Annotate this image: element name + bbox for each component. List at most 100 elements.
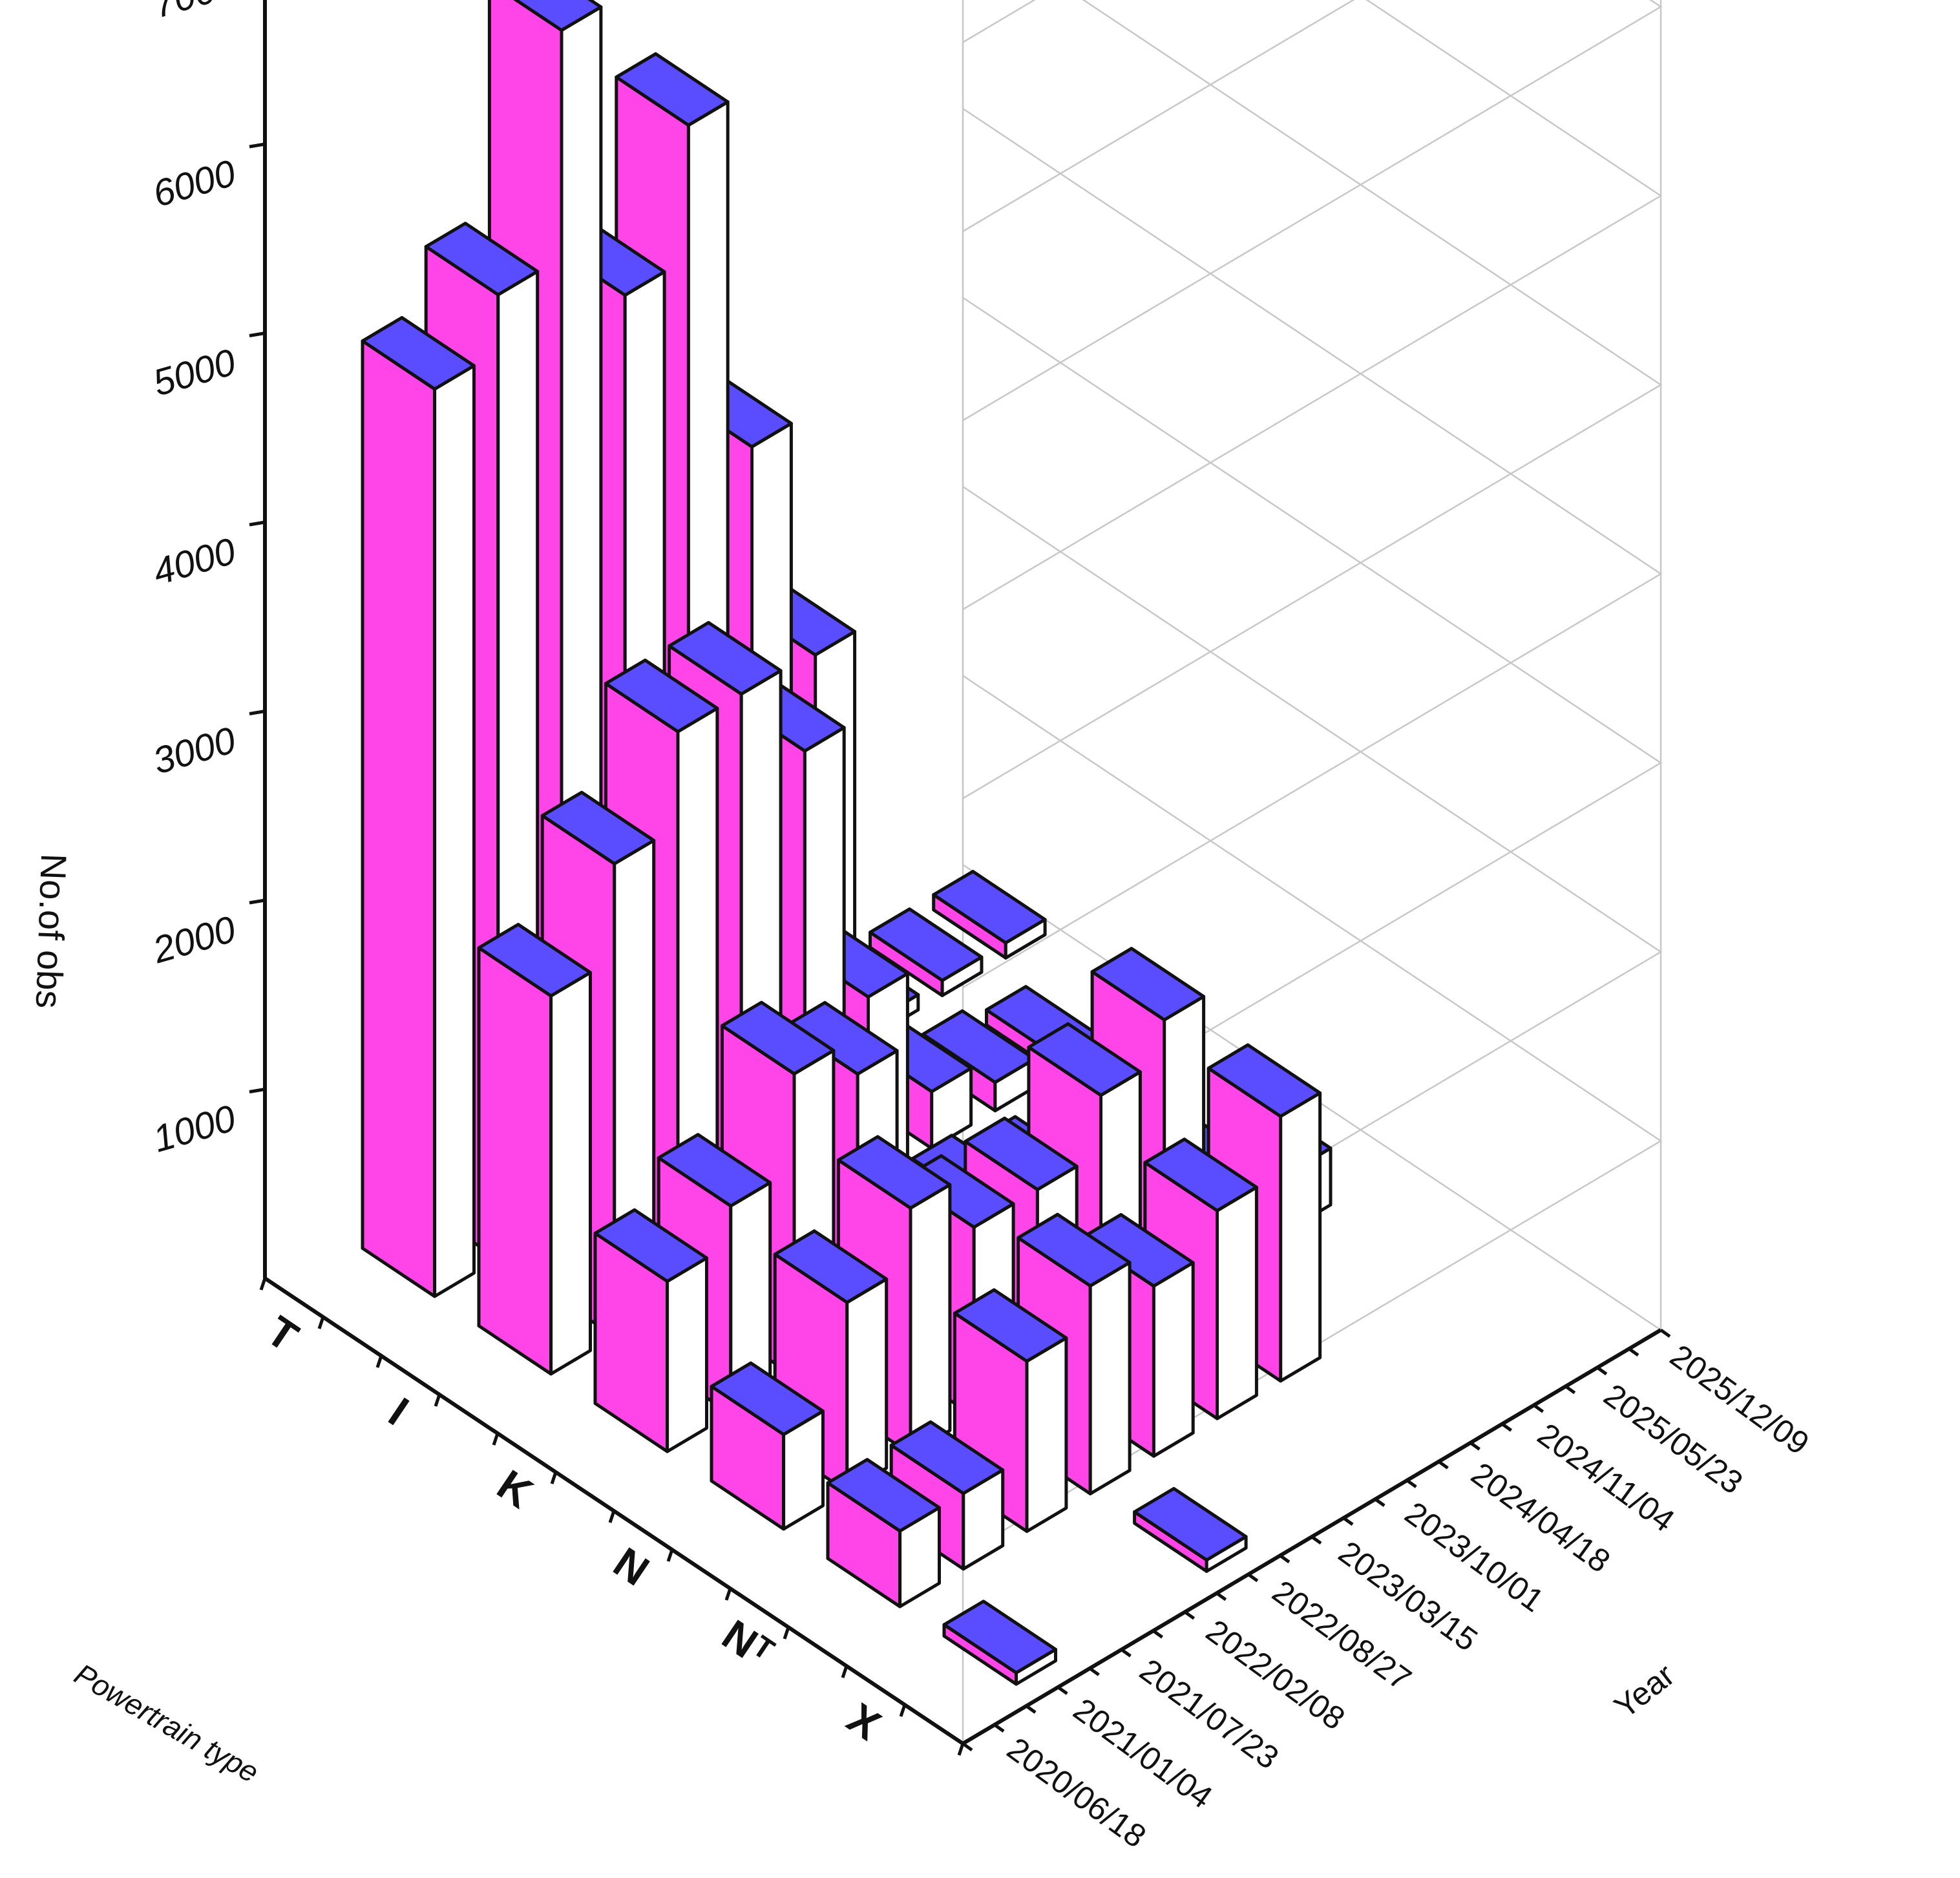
z-tick [249,520,266,527]
year-tick [1501,1422,1512,1432]
bar-top [869,907,984,982]
year-tick [1121,1648,1132,1658]
bar-top [1027,1022,1142,1097]
powertrain-type-label: I [381,1388,417,1435]
z-tick [249,1088,266,1093]
powertrain-type-label: N [606,1538,658,1595]
back-walls [962,0,1663,1745]
year-tick [993,1723,1005,1733]
bar [932,870,1047,960]
year-tick [1311,1535,1322,1545]
bar [869,907,984,997]
powertrain-axis-title: Powertrain type [69,1657,265,1789]
bar-top [604,659,719,733]
bar-side-right [1088,1261,1132,1495]
year-tick [962,1742,973,1752]
bar-top [773,1229,889,1304]
bar-top [1133,1486,1248,1562]
powertrain-tick [783,1627,790,1640]
year-axis-title: Year [1607,1656,1681,1725]
powertrain-type-label: K [489,1461,542,1517]
year-tick [1057,1685,1068,1695]
bar-top [953,1288,1068,1363]
bar-top [1017,1212,1132,1288]
z-tick [249,898,266,905]
year-tick [1406,1479,1417,1488]
bars [361,0,1333,1686]
bar-side-right [433,364,476,1298]
powertrain-tick [957,1743,965,1756]
bar-top [477,923,592,998]
z-axis-title: No.of obs [28,853,74,1009]
year-tick [1374,1497,1386,1507]
grid-line [962,0,1663,799]
powertrain-tick [550,1472,558,1484]
z-tick-label: 1000 [149,1097,240,1161]
bar-top [720,1000,836,1076]
z-tick-label: 4000 [149,530,240,593]
bar-top [1090,947,1206,1022]
z-tick-label: 3000 [149,719,240,783]
bar-side-front [477,946,553,1376]
bar-top [1207,1043,1322,1118]
bar-top [540,790,656,865]
z-tick-label: 5000 [149,341,240,405]
grid-line [962,0,1663,611]
bar-top [668,620,783,696]
bar-top [593,1208,708,1283]
year-tick [1660,1328,1671,1338]
bar-side-right [1279,1091,1322,1383]
year-tick [1184,1610,1196,1620]
powertrain-tick [492,1433,500,1446]
bar-top [932,870,1047,945]
powertrain-tick [608,1510,616,1523]
powertrain-tick [434,1394,441,1407]
powertrain-tick [317,1316,325,1329]
bar-top [836,1135,952,1210]
bar [826,1458,941,1609]
year-tick [1565,1385,1576,1395]
grid-line [962,0,1355,233]
z-tick [249,142,266,149]
bar-top [513,0,603,32]
bar [1133,1486,1248,1573]
bar-top [942,1599,1057,1674]
powertrain-type-label: T [258,1307,307,1361]
bar-side-right [549,971,592,1376]
grid-line [962,0,1663,421]
z-tick-label: 6000 [149,152,240,215]
bar-top [826,1458,941,1533]
z-tick-label: 2000 [148,908,240,971]
year-tick [1437,1460,1449,1470]
z-tick [249,710,266,715]
powertrain-type-label: X [839,1694,889,1749]
bar-top [657,1133,772,1208]
year-tick [1628,1347,1639,1357]
bar [942,1599,1057,1686]
bar-top [361,316,476,391]
z-tick-label: 7000 [149,0,240,26]
bar-side-right [1025,1336,1068,1534]
year-tick [1088,1667,1100,1676]
powertrain-tick [899,1704,907,1717]
bar-side-right [909,1183,952,1456]
bar-top [424,222,540,297]
bar-top [964,1116,1079,1192]
powertrain-tick [724,1588,732,1601]
bar [361,316,476,1298]
bar-top [710,1361,825,1437]
grid-line [962,0,1036,43]
powertrain-tick [375,1355,383,1368]
year-tick [1279,1554,1291,1564]
bar-top [615,52,730,127]
powertrain-tick [841,1665,848,1678]
bar-top [889,1420,1005,1495]
bar [477,923,592,1376]
bar [710,1361,825,1531]
bar-side-right [1152,1261,1195,1458]
year-tick [1470,1441,1481,1451]
powertrain-tick [259,1278,267,1291]
powertrain-tick [666,1549,674,1562]
